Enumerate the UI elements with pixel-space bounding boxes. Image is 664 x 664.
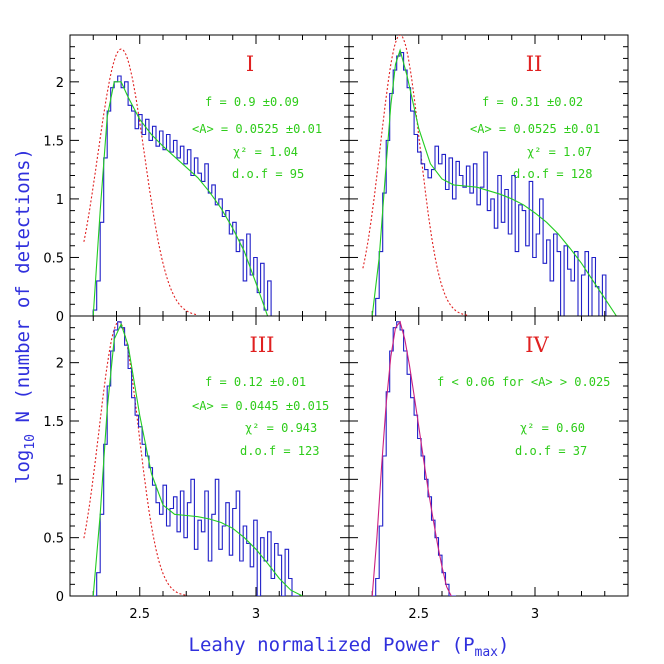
panel-II-histogram-series — [372, 52, 620, 316]
panel-II-annotation-dof: d.o.f = 128 — [513, 167, 592, 181]
panel-III-label: III — [250, 333, 275, 357]
panel-I-y-tick-label: 1.5 — [43, 134, 64, 149]
panel-I-annotation-dof: d.o.f = 95 — [232, 167, 304, 181]
x-axis-label-main: Leahy normalized Power (P — [189, 634, 475, 656]
x-axis-label-end: ) — [498, 634, 509, 656]
panel-I-plot-area — [83, 48, 275, 316]
panel-II-plot-area — [362, 35, 620, 316]
panel-II-label: II — [526, 52, 543, 76]
panel-III-gaussian-series — [83, 321, 188, 596]
x-axis-label-sub: max — [475, 645, 499, 660]
panel-IV-x-tick-label: 3 — [531, 607, 539, 622]
panel-IV-x-tick-label: 2.5 — [408, 607, 429, 622]
panel-I-annotation-amp: <A> = 0.0525 ±0.01 — [192, 122, 322, 136]
panel-II-fit-series — [371, 48, 617, 316]
panel-III-y-tick-label: 1.5 — [43, 415, 64, 430]
panel-III-annotation-dof: d.o.f = 123 — [240, 444, 319, 458]
panel-III-fit-series — [92, 322, 303, 596]
panel-IV-annotation-dof: d.o.f = 37 — [515, 444, 587, 458]
panel-IV-annotation-chi2: χ² = 0.60 — [520, 421, 585, 435]
panel-III-plot-area — [83, 321, 303, 596]
panel-I-annotation-f: f = 0.9 ±0.09 — [205, 95, 299, 109]
panel-III-annotation-f: f = 0.12 ±0.01 — [205, 375, 306, 389]
panel-I-y-tick-label: 0 — [56, 310, 64, 325]
y-axis-label-sub: 10 — [23, 434, 38, 450]
panel-II-gaussian-series — [362, 35, 469, 316]
panel-I-gaussian-series — [83, 48, 198, 316]
panel-II: II f = 0.31 ±0.02 <A> = 0.0525 ±0.01 χ² … — [348, 34, 629, 317]
panel-II-annotation-amp: <A> = 0.0525 ±0.01 — [470, 122, 600, 136]
panel-I-fit-series — [92, 81, 269, 316]
panel-I-y-tick-label: 2 — [56, 76, 64, 91]
panel-I-y-tick-label: 0.5 — [43, 251, 64, 266]
panel-IV-label: IV — [525, 333, 549, 357]
panel-II-annotation-f: f = 0.31 ±0.02 — [482, 95, 583, 109]
panel-III-y-tick-label: 2 — [56, 357, 64, 372]
panel-III-annotation-chi2: χ² = 0.943 — [245, 421, 317, 435]
panel-I-label: I — [246, 52, 254, 76]
y-axis-label-rest: N (number of detections) — [12, 148, 34, 434]
panel-III-x-tick-label: 3 — [252, 607, 260, 622]
panel-IV: IV f < 0.06 for <A> > 0.025 χ² = 0.60 d.… — [348, 315, 629, 622]
panel-I-annotation-chi2: χ² = 1.04 — [233, 145, 298, 159]
panel-III-y-tick-label: 1 — [56, 473, 64, 488]
panel-IV-annotation-limit: f < 0.06 for <A> > 0.025 — [437, 375, 610, 389]
panel-III-annotation-amp: <A> = 0.0445 ±0.015 — [192, 399, 329, 413]
panel-III-x-tick-label: 2.5 — [129, 607, 150, 622]
x-axis-label: Leahy normalized Power (Pmax) — [189, 634, 510, 660]
panel-III-y-tick-label: 0 — [56, 590, 64, 605]
panel-I-histogram-series — [92, 75, 275, 316]
y-axis-label: log10 N (number of detections) — [12, 148, 38, 484]
panel-III-y-tick-label: 0.5 — [43, 532, 64, 547]
y-axis-label-prefix: log — [12, 450, 34, 484]
panel-III: III f = 0.12 ±0.01 <A> = 0.0445 ±0.015 χ… — [43, 315, 350, 622]
panel-IV-plot-area — [371, 320, 456, 596]
panel-IV-fit-series — [371, 320, 452, 596]
panel-I-y-tick-label: 1 — [56, 193, 64, 208]
panel-III-histogram-series — [93, 321, 299, 596]
panel-II-annotation-chi2: χ² = 1.07 — [527, 145, 592, 159]
